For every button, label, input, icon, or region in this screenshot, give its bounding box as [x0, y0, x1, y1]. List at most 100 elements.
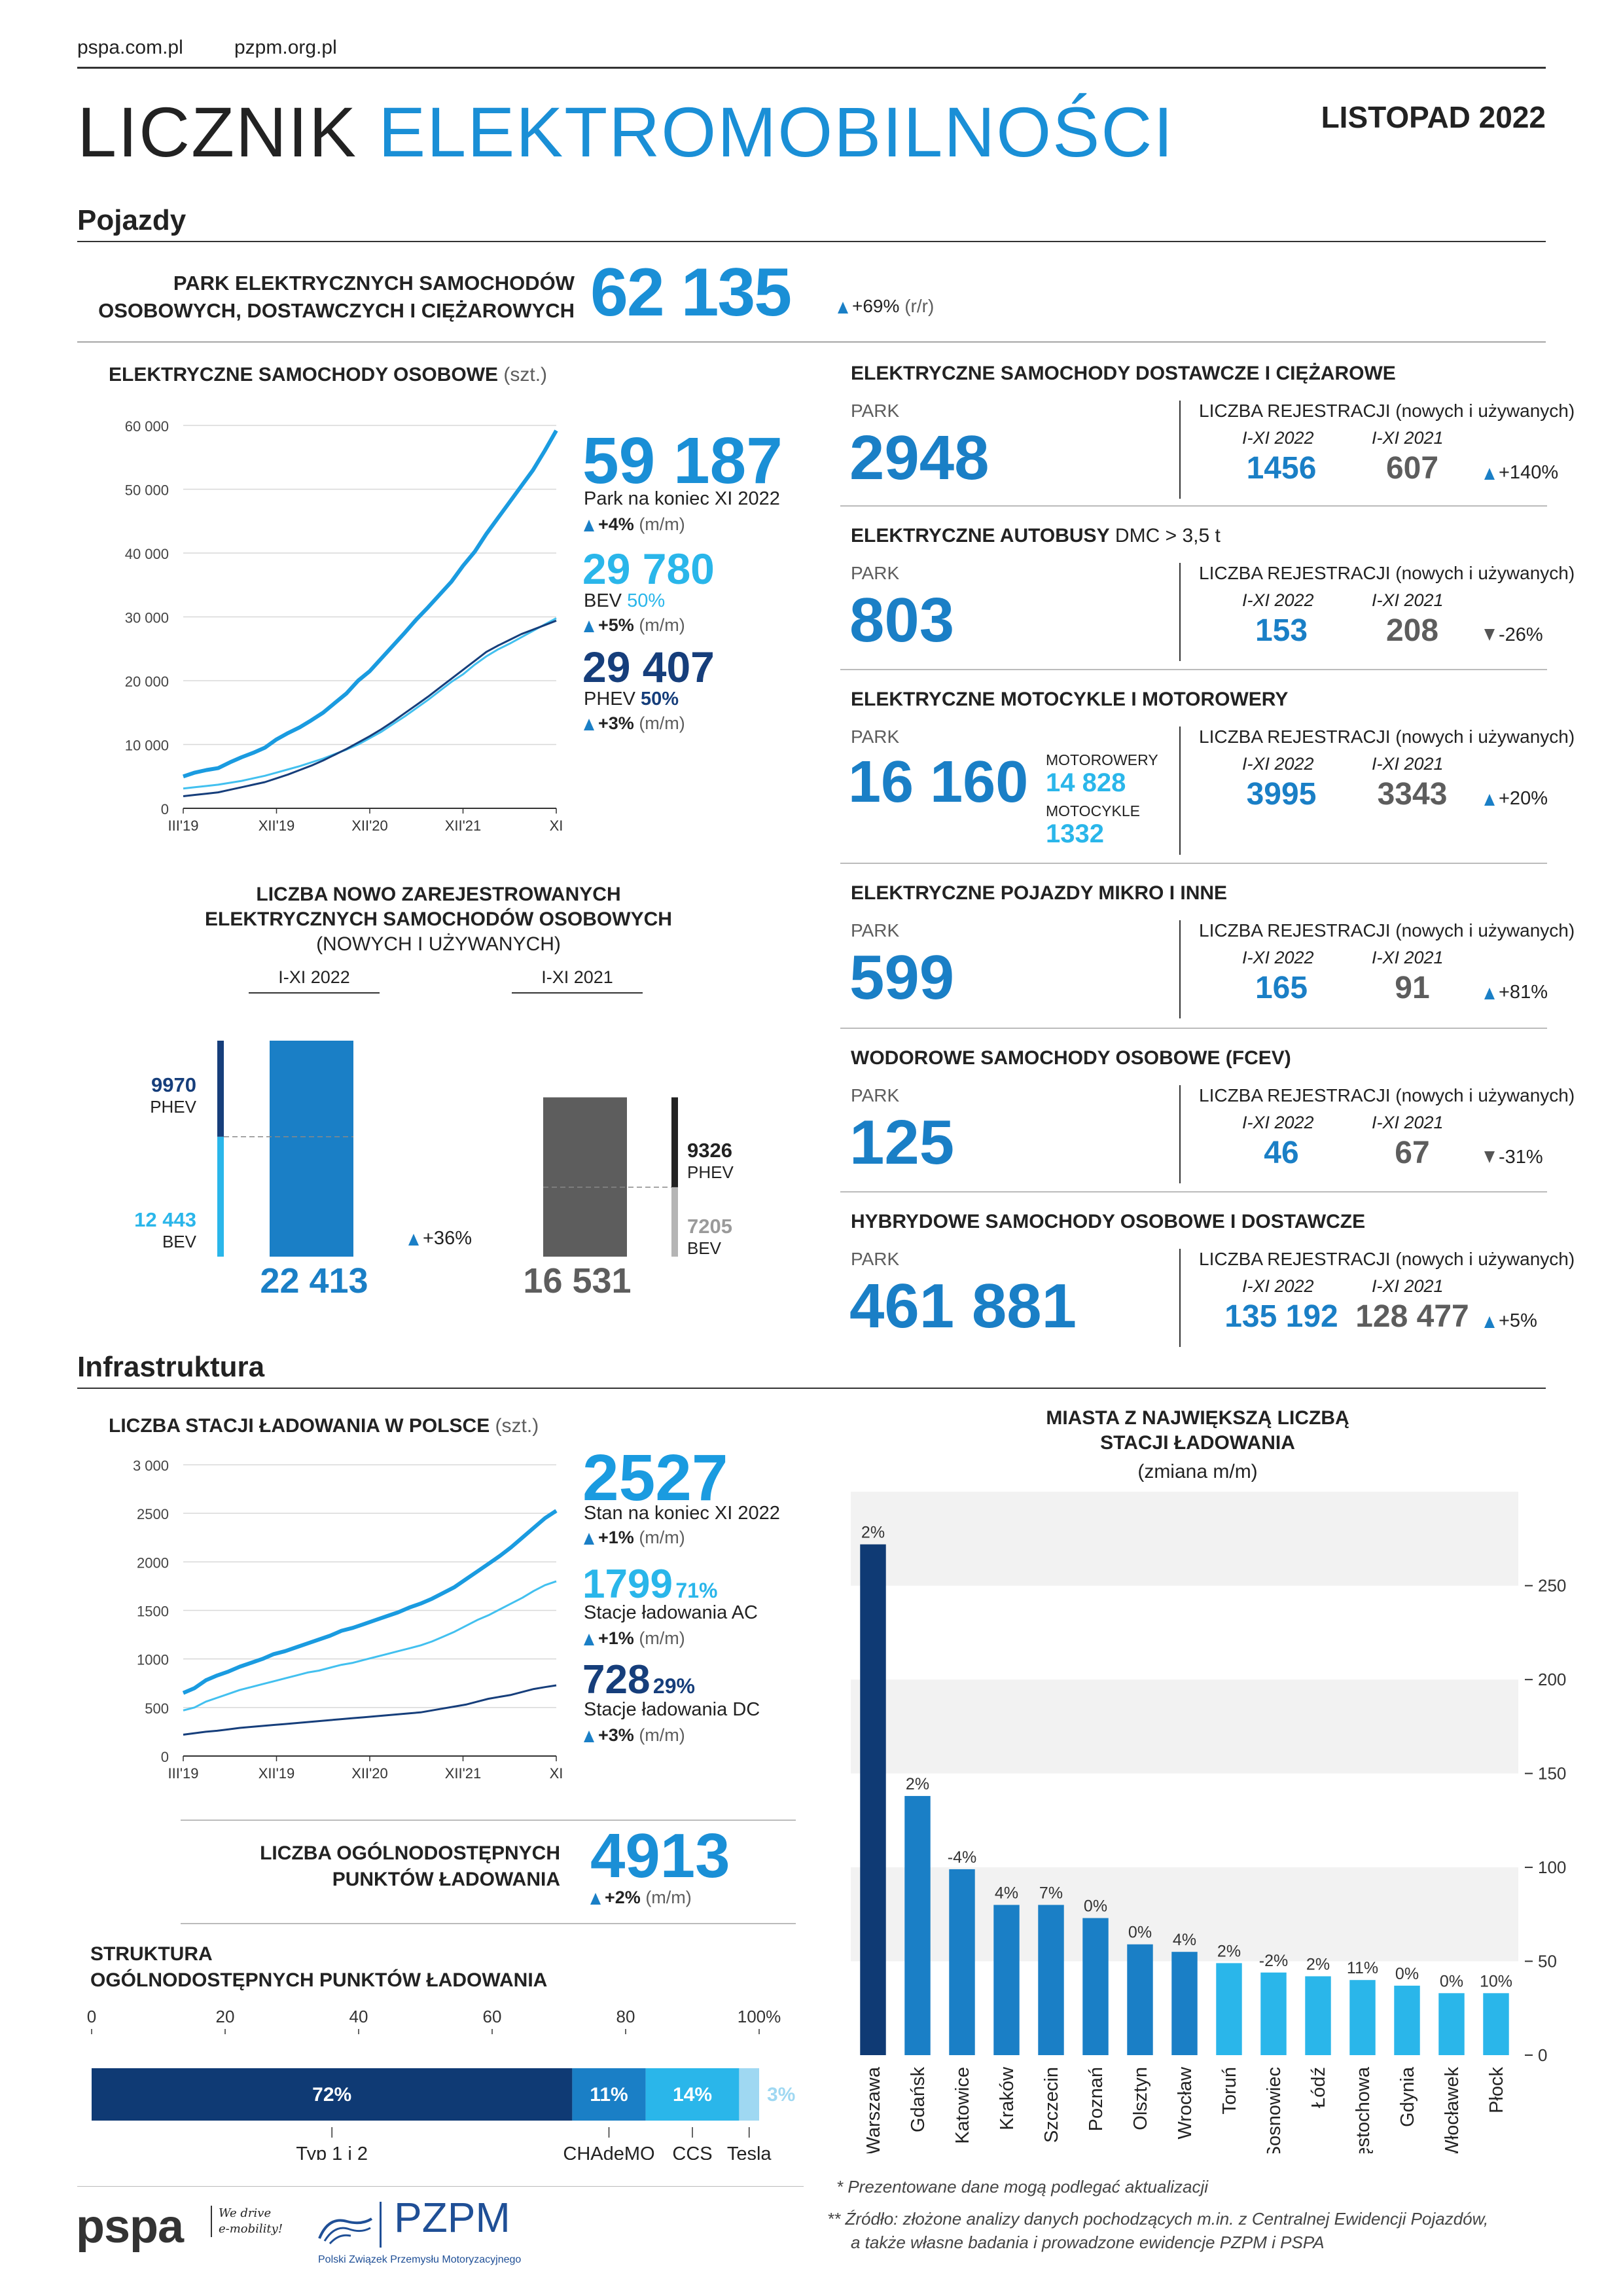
- total-fleet-change-value: +69%: [852, 296, 900, 316]
- category-period-1: I-XI 2022: [1242, 1113, 1314, 1132]
- page-title: LICZNIK ELEKTROMOBILNOŚCI: [77, 97, 1174, 168]
- category-change-value: -26%: [1499, 624, 1543, 645]
- category-period-1: I-XI 2022: [1242, 948, 1314, 967]
- category-reg-value-2: 67: [1395, 1136, 1430, 1170]
- bar-phev-2021: [671, 1097, 678, 1187]
- structure-value-label: 3%: [767, 2084, 795, 2106]
- divider: [840, 505, 1547, 507]
- cities-title-line1: MIASTA Z NAJWIĘKSZĄ LICZBĄ: [1046, 1407, 1349, 1429]
- x-tick-label: 40: [349, 2007, 368, 2026]
- header-divider: [77, 67, 1546, 69]
- category-change: +81%: [1484, 982, 1548, 1003]
- city-bar: [1082, 1918, 1109, 2055]
- y-tick-label: 150: [1538, 1764, 1566, 1784]
- bar-bev-2021: [671, 1187, 678, 1257]
- category-park-label: PARK: [851, 401, 900, 421]
- city-bar: [860, 1544, 886, 2055]
- charging-points-value: 4913: [590, 1821, 730, 1891]
- structure-value-label: 11%: [590, 2084, 628, 2106]
- dc-value-group: 728 29%: [582, 1660, 695, 1700]
- structure-title-line1: STRUKTURA: [90, 1943, 213, 1965]
- dc-value: 728: [582, 1657, 651, 1702]
- structure-value-label: 14%: [673, 2084, 712, 2106]
- ac-change-value: +1%: [598, 1628, 634, 1648]
- phev-change-value: +3%: [598, 713, 634, 733]
- city-name-label: Częstochowa: [1353, 2066, 1374, 2153]
- category-park-label: PARK: [851, 1085, 900, 1105]
- y-tick-label: 1500: [137, 1604, 169, 1620]
- category-reg-label: LICZBA REJESTRACJI (nowych i używanych): [1199, 563, 1575, 583]
- city-bar: [1394, 1985, 1420, 2055]
- cities-title-line2: STACJI ŁADOWANIA: [1100, 1432, 1295, 1454]
- category-change: +5%: [1484, 1310, 1537, 1332]
- city-name-label: Szczecin: [1041, 2067, 1062, 2143]
- category-park-label: PARK: [851, 920, 900, 941]
- category-reg-value-2: 3343: [1377, 777, 1448, 812]
- site-link-pzpm[interactable]: pzpm.org.pl: [234, 37, 337, 58]
- pzpm-emblem-icon: [318, 2217, 373, 2245]
- city-name-label: Gdynia: [1397, 2066, 1418, 2127]
- category-park-value: 2948: [849, 423, 990, 493]
- category-divider: [1179, 1085, 1181, 1183]
- phev-2022-label: PHEV: [150, 1097, 196, 1117]
- city-change-label: 4%: [1173, 1931, 1196, 1949]
- footnote-2: ** Źródło: złożone analizy danych pochod…: [827, 2207, 1488, 2254]
- city-change-label: 0%: [1440, 1972, 1463, 1990]
- section-title-vehicles: Pojazdy: [77, 204, 187, 236]
- pspa-tagline-line2: e-mobility!: [219, 2222, 283, 2236]
- registrations-title-line3: (NOWYCH I UŻYWANYCH): [316, 933, 561, 955]
- charging-points-label: LICZBA OGÓLNODOSTĘPNYCH PUNKTÓW ŁADOWANI…: [181, 1840, 560, 1893]
- city-name-label: Płock: [1486, 2067, 1507, 2113]
- site-link-pspa[interactable]: pspa.com.pl: [77, 37, 183, 58]
- city-name-label: Olsztyn: [1130, 2067, 1151, 2130]
- total-fleet-label-line2: OSOBOWYCH, DOSTAWCZYCH I CIĘŻAROWYCH: [98, 299, 575, 322]
- x-tick-label: XII'20: [351, 817, 388, 834]
- city-name-label: Włocławek: [1442, 2067, 1463, 2153]
- city-change-label: 2%: [861, 1524, 885, 1542]
- pzpm-logo: PZPM: [394, 2194, 510, 2241]
- bev-2021-label: BEV: [687, 1238, 722, 1258]
- city-name-label: Toruń: [1219, 2067, 1240, 2115]
- period-2021-label: I-XI 2021: [541, 967, 613, 987]
- stations-chart-title: LICZBA STACJI ŁADOWANIA W POLSCE (szt.): [109, 1415, 539, 1437]
- divider: [181, 1923, 796, 1924]
- y-tick-label: 200: [1538, 1670, 1566, 1689]
- cities-title: MIASTA Z NAJWIĘKSZĄ LICZBĄ STACJI ŁADOWA…: [969, 1406, 1427, 1484]
- page-title-part1: LICZNIK: [77, 92, 358, 171]
- category-period-2: I-XI 2021: [1372, 1113, 1444, 1132]
- total-2022-value: 22 413: [260, 1261, 368, 1300]
- category-period-2: I-XI 2021: [1372, 428, 1444, 448]
- passenger-park-change-value: +4%: [598, 514, 634, 534]
- category-period-2: I-XI 2021: [1372, 1276, 1444, 1296]
- city-name-label: Gdańsk: [908, 2067, 929, 2132]
- phev-2022-value: 9970: [151, 1073, 196, 1096]
- bar-bev-2022: [217, 1136, 224, 1257]
- passenger-chart-title-text: ELEKTRYCZNE SAMOCHODY OSOBOWE: [109, 364, 499, 386]
- x-tick-label: 80: [616, 2007, 635, 2026]
- phev-2021-value: 9326: [687, 1139, 732, 1162]
- phev-value: 29 407: [582, 643, 715, 691]
- divider: [181, 1820, 796, 1821]
- passenger-park-label: Park na koniec XI 2022: [584, 488, 780, 509]
- series-line-bev: [183, 617, 557, 790]
- dc-label: Stacje ładowania DC: [584, 1699, 760, 1720]
- category-reg-label: LICZBA REJESTRACJI (nowych i używanych): [1199, 1249, 1575, 1269]
- city-bar: [1171, 1952, 1198, 2055]
- category-period-1: I-XI 2022: [1242, 428, 1314, 448]
- category-reg-value-2: 607: [1385, 451, 1439, 486]
- category-reg-value-2: 91: [1395, 971, 1430, 1005]
- city-name-label: Wrocław: [1175, 2066, 1196, 2140]
- category-park-label: PARK: [851, 1249, 900, 1269]
- category-title-text: ELEKTRYCZNE SAMOCHODY DOSTAWCZE I CIĘŻAR…: [851, 363, 1396, 384]
- total-fleet-label: PARK ELEKTRYCZNYCH SAMOCHODÓW OSOBOWYCH,…: [77, 270, 575, 325]
- passenger-park-change-unit: (m/m): [639, 514, 685, 534]
- ac-value: 1799: [582, 1562, 673, 1607]
- ac-change-unit: (m/m): [639, 1628, 685, 1648]
- footnote-2-line2: a także własne badania i prowadzone ewid…: [851, 2233, 1325, 2252]
- category-title: HYBRYDOWE SAMOCHODY OSOBOWE I DOSTAWCZE: [851, 1211, 1365, 1233]
- passenger-chart-unit: (szt.): [503, 364, 548, 386]
- bev-change: +5% (m/m): [584, 615, 685, 636]
- city-bar: [1260, 1972, 1287, 2055]
- city-bar: [993, 1905, 1020, 2055]
- category-reg-value-1: 3995: [1246, 777, 1317, 812]
